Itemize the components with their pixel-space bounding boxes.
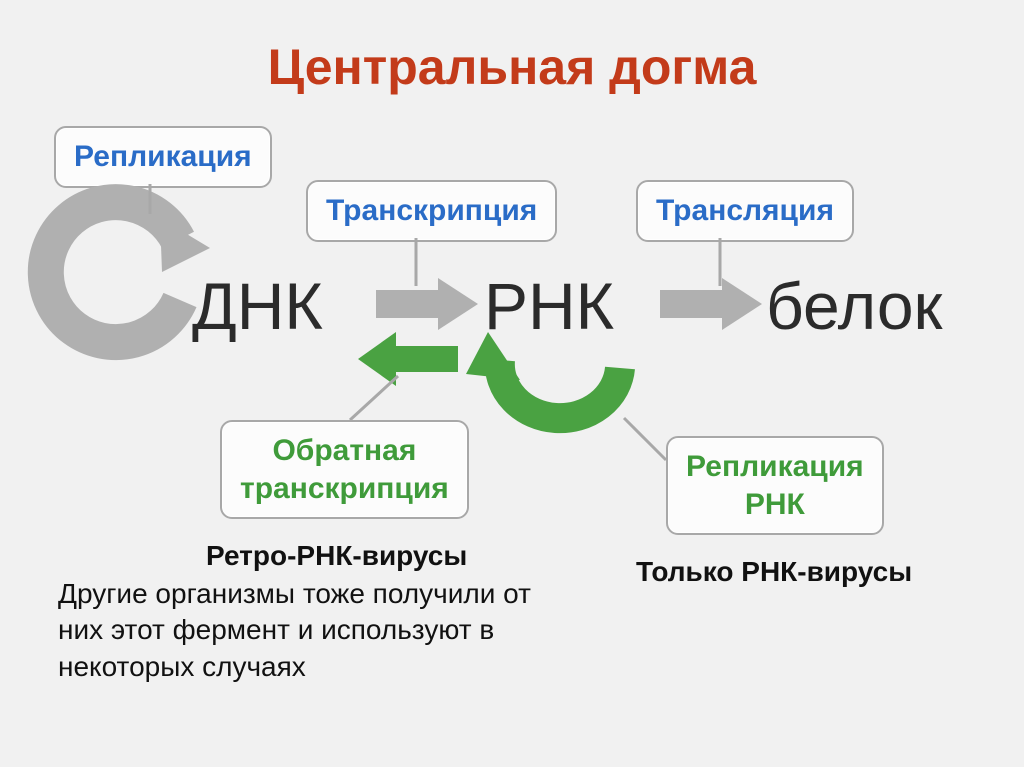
caption-retro-viruses: Ретро-РНК-вирусы	[206, 538, 467, 574]
box-replication: Репликация	[54, 126, 272, 188]
box-replication-label: Репликация	[74, 140, 252, 173]
box-transcription: Транскрипция	[306, 180, 557, 242]
dna-to-rna-arrow	[376, 278, 478, 330]
title-text: Центральная догма	[268, 39, 757, 95]
reverse-transcription-arrow	[358, 332, 458, 386]
diagram-title: Центральная догма	[0, 38, 1024, 96]
caption-rna-only-viruses: Только РНК-вирусы	[636, 554, 912, 590]
node-dna: ДНК	[192, 268, 323, 344]
box-translation: Трансляция	[636, 180, 854, 242]
box-reverse-transcription: Обратная транскрипция	[220, 420, 469, 519]
node-rna: РНК	[484, 268, 614, 344]
box-transcription-label: Транскрипция	[326, 194, 537, 227]
box-rna-replication-label: Репликация РНК	[686, 450, 864, 521]
node-protein: белок	[766, 268, 942, 344]
replication-arrow	[46, 202, 210, 342]
box-translation-label: Трансляция	[656, 194, 834, 227]
rna-to-protein-arrow	[660, 278, 762, 330]
box-rna-replication: Репликация РНК	[666, 436, 884, 535]
box-reverse-transcription-label: Обратная транскрипция	[240, 434, 449, 505]
rna-replication-arrow	[466, 332, 620, 418]
caption-note: Другие организмы тоже получили от них эт…	[58, 576, 531, 685]
